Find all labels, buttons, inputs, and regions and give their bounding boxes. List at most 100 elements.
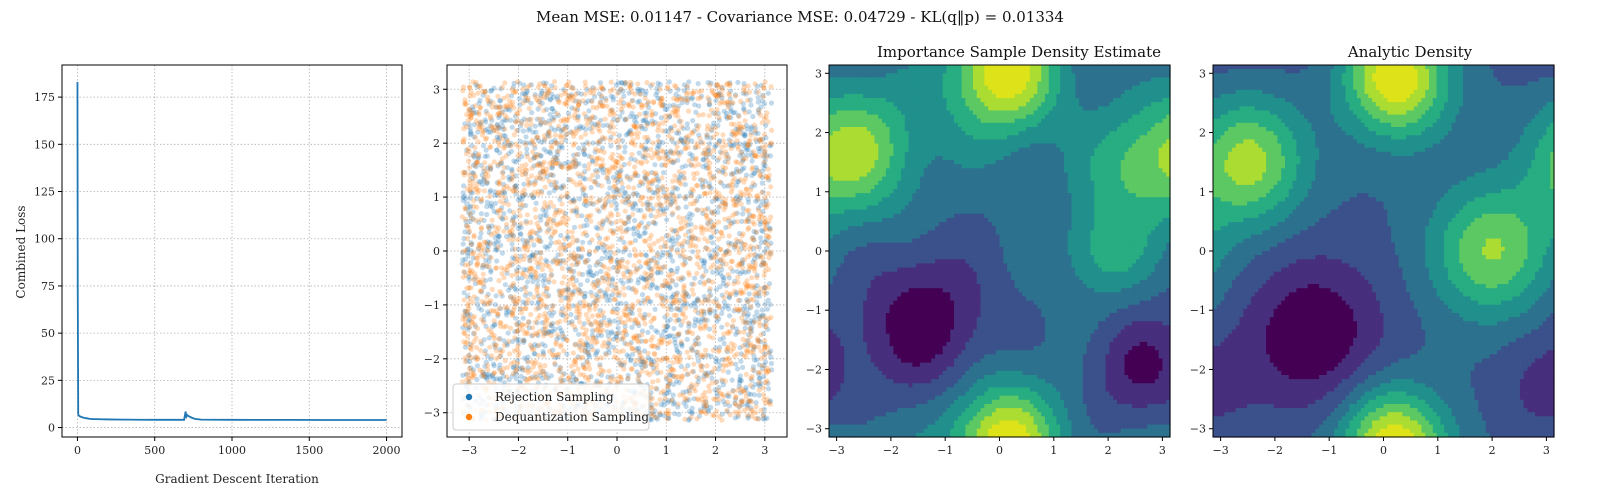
scatter-point	[577, 371, 584, 377]
scatter-point	[531, 155, 537, 161]
scatter-point	[721, 340, 727, 347]
scatter-point	[678, 219, 684, 225]
scatter-point	[596, 371, 602, 377]
scatter-point	[495, 244, 501, 250]
importance-cell	[866, 65, 872, 70]
scatter-point	[632, 246, 638, 253]
scatter-point	[692, 308, 699, 314]
scatter-point	[696, 112, 702, 118]
scatter-point	[603, 236, 609, 242]
loss-y-tick-label: 150	[34, 138, 55, 151]
importance-cell	[965, 65, 970, 70]
scatter-point	[760, 413, 766, 419]
scatter-point	[706, 147, 712, 153]
scatter-point	[554, 111, 560, 117]
scatter-point	[752, 313, 758, 319]
scatter-point	[571, 251, 577, 257]
scatter-point	[481, 371, 487, 377]
scatter-point	[621, 366, 627, 372]
scatter-point	[719, 324, 725, 330]
scatter-point	[765, 386, 772, 392]
scatter-point	[622, 149, 628, 155]
scatter-point	[632, 347, 638, 354]
scatter-point	[477, 83, 483, 89]
scatter-point	[630, 211, 636, 218]
scatter-point	[645, 354, 651, 361]
scatter-point	[755, 369, 761, 375]
scatter-point	[686, 293, 692, 299]
scatter-point	[636, 183, 643, 189]
scatter-point	[473, 82, 479, 88]
scatter-point	[567, 268, 573, 274]
scatter-point	[599, 241, 606, 247]
scatter-point	[493, 293, 499, 299]
scatter-point	[647, 186, 654, 192]
scatter-point	[509, 272, 515, 279]
scatter-point	[601, 264, 608, 270]
scatter-point	[645, 295, 651, 301]
scatter-point	[479, 307, 485, 313]
importance-cell	[1056, 65, 1061, 70]
scatter-point	[653, 259, 659, 265]
scatter-point	[570, 129, 576, 135]
loss-series-line	[76, 81, 387, 421]
scatter-point	[588, 289, 594, 295]
scatter-point	[542, 314, 548, 320]
scatter-point	[707, 286, 713, 292]
scatter-point	[654, 357, 661, 363]
scatter-point	[478, 211, 484, 217]
scatter-point	[500, 155, 506, 161]
scatter-point	[608, 79, 614, 85]
scatter-point	[485, 327, 492, 333]
loss-x-axis-label: Gradient Descent Iteration	[155, 472, 319, 486]
scatter-point	[748, 304, 754, 310]
scatter-point	[644, 205, 651, 211]
scatter-point	[625, 316, 632, 322]
scatter-point	[611, 264, 617, 270]
scatter-point	[645, 350, 651, 356]
scatter-point	[630, 303, 636, 309]
scatter-point	[606, 266, 612, 272]
scatter-point	[732, 401, 738, 407]
scatter-point	[493, 348, 499, 354]
scatter-legend-marker	[465, 393, 473, 401]
scatter-point	[703, 154, 709, 160]
scatter-point	[516, 324, 522, 330]
scatter-point	[746, 262, 752, 268]
scatter-point	[730, 346, 736, 352]
scatter-point	[569, 234, 576, 240]
scatter-point	[659, 185, 666, 191]
scatter-point	[683, 305, 689, 311]
scatter-point	[639, 332, 645, 338]
scatter-point	[462, 316, 468, 322]
scatter-point	[686, 354, 693, 360]
scatter-point	[504, 221, 510, 227]
importance-cell	[855, 65, 860, 70]
scatter-point	[592, 306, 598, 312]
scatter-point	[569, 208, 575, 214]
scatter-point	[697, 177, 704, 183]
scatter-point	[748, 102, 754, 108]
scatter-point	[706, 113, 712, 119]
scatter-point	[558, 139, 564, 145]
scatter-point	[487, 144, 493, 150]
scatter-point	[491, 370, 497, 376]
scatter-point	[489, 286, 495, 292]
scatter-point	[551, 179, 557, 185]
scatter-point	[731, 353, 738, 359]
scatter-point	[713, 313, 719, 319]
scatter-point	[621, 292, 627, 298]
scatter-point	[695, 81, 701, 87]
scatter-point	[684, 398, 690, 404]
scatter-point	[694, 270, 700, 276]
scatter-point	[766, 172, 772, 178]
scatter-point	[719, 411, 725, 417]
scatter-point	[736, 128, 742, 134]
scatter-point	[666, 368, 673, 375]
scatter-point	[570, 303, 577, 309]
scatter-point	[508, 325, 514, 331]
scatter-point	[466, 84, 473, 90]
importance-cell	[1026, 65, 1031, 70]
scatter-point	[528, 219, 534, 225]
scatter-point	[629, 89, 635, 95]
